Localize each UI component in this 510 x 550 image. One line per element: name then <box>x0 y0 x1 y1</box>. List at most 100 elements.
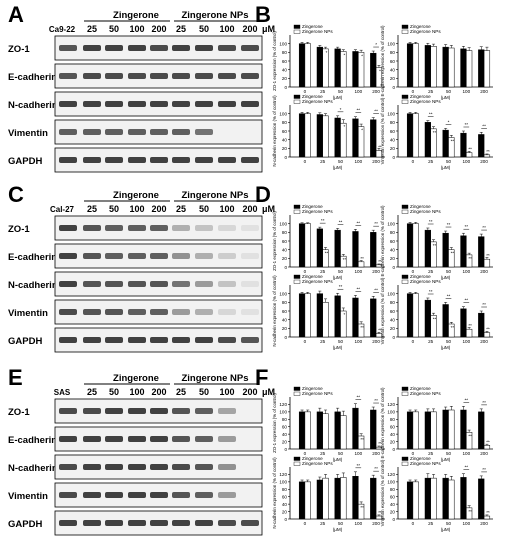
x-tick-label: 0 <box>412 339 415 344</box>
blot-band <box>128 337 146 343</box>
x-tick-label: 100 <box>354 339 362 344</box>
bar <box>334 48 341 88</box>
x-tick-label: 0 <box>304 89 307 94</box>
y-axis-label: Vimentin expression (% of control) <box>380 97 385 164</box>
y-tick-label: 60 <box>282 59 288 64</box>
legend-label-zingerone: Zingerone <box>410 274 431 279</box>
bar <box>442 477 449 520</box>
y-tick-label: 80 <box>390 300 396 305</box>
y-tick-label: 0 <box>392 85 395 90</box>
blot-band <box>150 225 168 231</box>
bracket-label: ** <box>374 398 378 403</box>
legend-label-nps: Zingerone NPs <box>410 99 441 104</box>
blot-band <box>150 337 168 343</box>
panel-letter-c: C <box>8 182 24 207</box>
bar <box>304 481 311 520</box>
blot-a: Zingerone Zingerone NPs Ca9-22 25 50 100 200 25… <box>8 10 275 173</box>
y-tick-label: 80 <box>282 300 288 305</box>
y-tick-label: 100 <box>387 41 395 46</box>
bar <box>352 407 359 450</box>
blot-band <box>59 281 77 287</box>
x-tick-label: 0 <box>412 89 415 94</box>
blot-band <box>195 464 213 470</box>
bar <box>322 115 329 158</box>
x-tick-label: 50 <box>446 451 452 456</box>
x-tick-label: 50 <box>446 339 452 344</box>
lane-label: 200 <box>242 24 257 34</box>
y-tick-label: 20 <box>390 146 396 151</box>
y-tick-label: 0 <box>392 517 395 522</box>
legend-swatch-zingerone <box>401 204 409 209</box>
y-axis-label: ZO-1 expression (% of control) <box>272 31 277 91</box>
bar <box>466 50 473 88</box>
bar <box>478 411 485 450</box>
y-axis-label: ZO-1 expression (% of control) <box>272 393 277 453</box>
blot-band <box>195 129 213 135</box>
bracket-label: ** <box>465 224 469 229</box>
x-tick-label: 25 <box>320 159 326 164</box>
blot-band <box>59 101 77 107</box>
x-axis-label: (μM) <box>441 275 451 280</box>
blot-band <box>241 157 259 163</box>
blot-band <box>150 253 168 259</box>
blot-band <box>105 309 123 315</box>
x-tick-label: 0 <box>304 451 307 456</box>
blot-band <box>172 253 190 259</box>
bar <box>298 113 306 158</box>
bar <box>370 477 377 520</box>
y-tick-label: 100 <box>279 480 287 485</box>
blot-band <box>218 464 236 470</box>
legend-swatch-nps <box>293 279 301 284</box>
significance-mark: ** <box>486 510 490 515</box>
blot-band <box>83 408 101 414</box>
bar <box>442 304 449 338</box>
significance-mark: ** <box>445 131 449 136</box>
y-axis-label: N-cadherin expression (% of control) <box>272 275 277 347</box>
x-tick-label: 50 <box>446 521 452 526</box>
x-axis-label: (μM) <box>333 165 343 170</box>
x-tick-label: 100 <box>354 521 362 526</box>
significance-mark: ** <box>486 253 490 258</box>
lane-label: 25 <box>176 204 186 214</box>
legend-swatch-zingerone <box>293 24 301 29</box>
blot-band <box>172 101 190 107</box>
panel-letter-f: F <box>255 365 268 390</box>
bar <box>298 481 306 520</box>
significance-mark: * <box>343 312 345 317</box>
blot-band <box>241 253 259 259</box>
blot-band <box>172 281 190 287</box>
blot-band <box>128 281 146 287</box>
blot-band <box>83 436 101 442</box>
blot-band <box>150 408 168 414</box>
significance-mark: ** <box>451 325 455 330</box>
y-tick-label: 80 <box>390 417 396 422</box>
significance-mark: ** <box>433 130 437 135</box>
y-tick-label: 20 <box>390 326 396 331</box>
bar <box>334 117 341 158</box>
bar <box>298 43 306 88</box>
x-tick-label: 50 <box>338 339 344 344</box>
y-tick-label: 40 <box>390 432 396 437</box>
significance-mark: * <box>379 69 381 74</box>
legend-label-nps: Zingerone NPs <box>302 99 333 104</box>
significance-mark: ** <box>451 251 455 256</box>
y-tick-label: 60 <box>282 425 288 430</box>
bar <box>430 411 437 450</box>
lane-label: 100 <box>219 387 234 397</box>
bracket-label: ** <box>357 395 361 400</box>
bar <box>483 332 491 338</box>
y-tick-label: 0 <box>284 85 287 90</box>
blot-band <box>59 337 77 343</box>
bar <box>430 46 437 88</box>
x-tick-label: 100 <box>462 521 470 526</box>
bar <box>316 293 323 338</box>
significance-mark: ** <box>468 509 472 514</box>
bar <box>352 118 359 158</box>
blot-band <box>83 281 101 287</box>
blot-band <box>150 281 168 287</box>
y-tick-label: 20 <box>282 326 288 331</box>
legend-label-zingerone: Zingerone <box>302 24 323 29</box>
